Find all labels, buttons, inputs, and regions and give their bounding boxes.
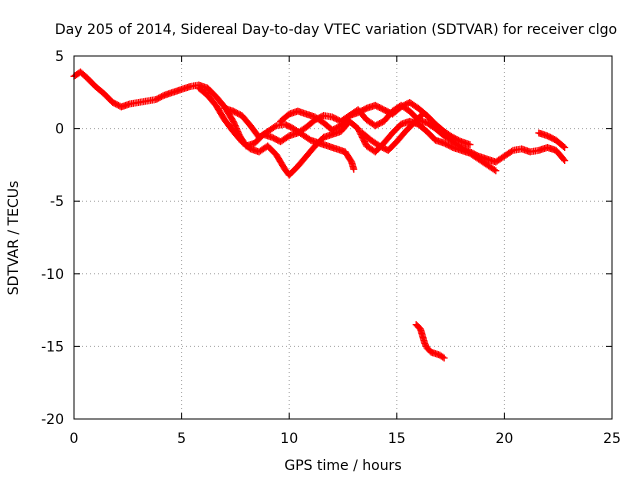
x-tick-label: 0 <box>70 431 79 447</box>
chart-title: Day 205 of 2014, Sidereal Day-to-day VTE… <box>55 22 617 38</box>
data-point <box>350 165 358 173</box>
y-tick-label: 0 <box>55 122 64 138</box>
data-point-fill <box>439 353 447 361</box>
x-tick-label: 20 <box>495 431 513 447</box>
grid-y <box>74 128 612 347</box>
x-axis-label: GPS time / hours <box>284 458 401 474</box>
y-tick-label: -20 <box>41 412 64 428</box>
series-branch-c <box>277 98 474 149</box>
y-tick-label: 5 <box>55 49 64 65</box>
y-tick-label: -15 <box>41 339 64 355</box>
data-point <box>419 110 427 118</box>
data-point <box>440 354 448 362</box>
data-points <box>70 68 569 362</box>
plot-frame <box>73 55 613 420</box>
series-tail-right <box>535 129 569 151</box>
x-tick-label: 10 <box>280 431 298 447</box>
x-tick-label: 15 <box>388 431 406 447</box>
y-ticks: 5 0 -5 -10 -15 -20 <box>41 49 612 428</box>
data-point-fill <box>559 142 567 150</box>
data-point-fill <box>271 123 279 131</box>
y-axis-label: SDTVAR / TECUs <box>6 181 22 296</box>
data-point-fill <box>418 111 426 119</box>
y-tick-label: -5 <box>50 194 64 210</box>
series-branch-d <box>358 110 427 154</box>
data-point <box>466 141 474 149</box>
series-branch-b <box>221 104 358 173</box>
data-point-fill <box>560 155 568 163</box>
y-tick-label: -10 <box>41 267 64 283</box>
x-ticks: 0 5 10 15 20 25 <box>70 56 621 447</box>
data-point-fill <box>490 166 498 174</box>
x-tick-label: 25 <box>603 431 621 447</box>
data-point <box>561 157 569 165</box>
data-point <box>492 167 500 175</box>
data-point <box>561 143 569 151</box>
data-point-fill <box>508 147 516 155</box>
series-branch-a <box>195 84 500 179</box>
series-outlier-segment <box>412 321 448 362</box>
x-tick-label: 5 <box>177 431 186 447</box>
